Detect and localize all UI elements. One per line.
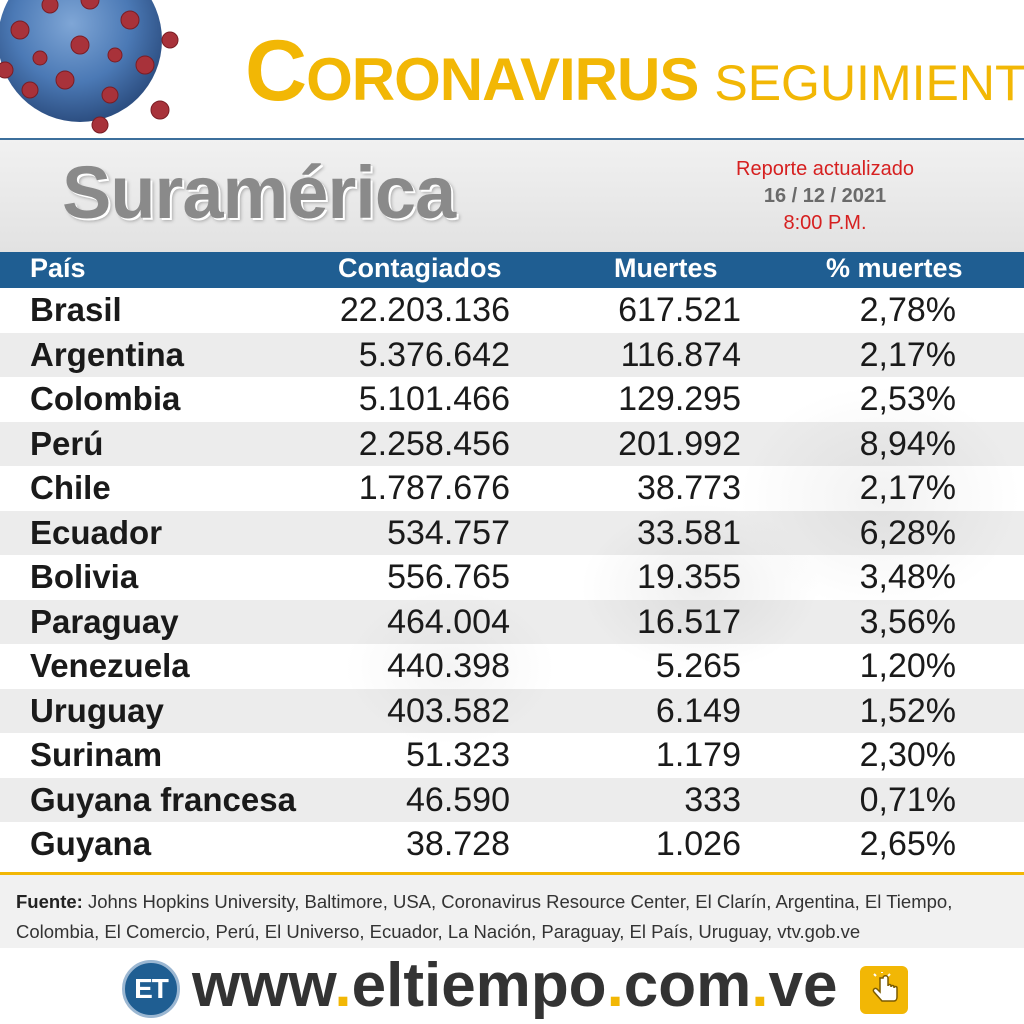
contagiados-value: 1.787.676: [358, 469, 510, 507]
country-name: Uruguay: [30, 691, 164, 729]
header: CORONAVIRUS SEGUIMIENTO: [0, 0, 1024, 138]
et-logo: ET: [122, 960, 180, 1018]
pct-muertes-value: 1,20%: [859, 647, 956, 685]
muertes-value: 6.149: [655, 691, 741, 730]
source-note: Fuente: Johns Hopkins University, Baltim…: [0, 872, 1024, 948]
table-row: Brasil 22.203.136 617.521 2,78%: [0, 288, 1024, 333]
pct-muertes-value: 2,30%: [859, 736, 956, 774]
source-text: Johns Hopkins University, Baltimore, USA…: [16, 891, 953, 942]
muertes-value: 33.581: [637, 513, 741, 552]
column-header-contagiados: Contagiados: [338, 253, 502, 283]
title-rest: ORONAVIRUS: [306, 46, 699, 113]
country-name: Paraguay: [30, 602, 179, 640]
table-row: Paraguay 464.004 16.517 3,56%: [0, 599, 1024, 644]
table-row: Argentina 5.376.642 116.874 2,17%: [0, 332, 1024, 377]
pct-muertes-value: 2,78%: [859, 291, 956, 329]
title-first-letter: C: [245, 23, 307, 119]
url-dot: .: [606, 951, 624, 1020]
table-row: Bolivia 556.765 19.355 3,48%: [0, 555, 1024, 600]
table-row: Perú 2.258.456 201.992 8,94%: [0, 421, 1024, 466]
column-header-pais: País: [30, 253, 86, 283]
pct-muertes-value: 8,94%: [859, 424, 956, 463]
contagiados-value: 440.398: [387, 647, 510, 685]
contagiados-value: 5.376.642: [358, 335, 510, 374]
muertes-value: 617.521: [618, 291, 741, 329]
muertes-value: 201.992: [618, 424, 741, 463]
table-row: Guyana francesa 46.590 333 0,71%: [0, 777, 1024, 822]
url-dot: .: [334, 951, 352, 1020]
region-banner: Suramérica Reporte actualizado 16 / 12 /…: [0, 138, 1024, 252]
country-name: Argentina: [30, 335, 185, 373]
title-second: SEGUIMIENTO: [714, 55, 1024, 111]
region-name: Suramérica: [62, 151, 456, 234]
contagiados-value: 46.590: [406, 780, 510, 819]
table-row: Surinam 51.323 1.179 2,30%: [0, 733, 1024, 778]
contagiados-value: 51.323: [406, 736, 510, 774]
muertes-value: 38.773: [637, 469, 741, 507]
table-row: Venezuela 440.398 5.265 1,20%: [0, 644, 1024, 689]
website-url[interactable]: www.eltiempo.com.ve: [192, 950, 837, 1021]
url-part: eltiempo: [351, 951, 607, 1020]
contagiados-value: 5.101.466: [358, 380, 510, 418]
country-name: Venezuela: [30, 647, 190, 684]
stats-table: País Contagiados Muertes % muertes Brasi…: [0, 252, 1024, 867]
website-banner: ET www.eltiempo.com.ve: [0, 948, 1024, 1024]
contagiados-value: 2.258.456: [358, 424, 510, 463]
country-name: Surinam: [30, 736, 163, 773]
url-part: ve: [768, 951, 838, 1020]
report-info: Reporte actualizado 16 / 12 / 2021 8:00 …: [700, 156, 950, 237]
pct-muertes-value: 1,52%: [859, 691, 956, 730]
muertes-value: 5.265: [655, 647, 741, 685]
contagiados-value: 556.765: [387, 558, 510, 596]
contagiados-value: 403.582: [387, 691, 510, 730]
contagiados-value: 534.757: [387, 513, 510, 552]
contagiados-value: 38.728: [406, 825, 510, 863]
table-row: Uruguay 403.582 6.149 1,52%: [0, 688, 1024, 733]
country-name: Chile: [30, 469, 111, 506]
report-date: 16 / 12 / 2021: [763, 185, 887, 207]
table-row: Chile 1.787.676 38.773 2,17%: [0, 466, 1024, 511]
muertes-value: 116.874: [620, 335, 741, 374]
country-name: Brasil: [30, 291, 122, 328]
pct-muertes-value: 3,48%: [859, 558, 956, 596]
country-name: Colombia: [30, 380, 181, 417]
coronavirus-icon: [0, 0, 179, 134]
pct-muertes-value: 2,53%: [859, 380, 956, 418]
url-part: com: [623, 951, 752, 1020]
pct-muertes-value: 6,28%: [859, 513, 956, 552]
table-row: Ecuador 534.757 33.581 6,28%: [0, 510, 1024, 555]
muertes-value: 129.295: [618, 380, 741, 418]
pct-muertes-value: 0,71%: [859, 780, 956, 819]
country-name: Perú: [30, 424, 104, 462]
muertes-value: 16.517: [637, 602, 741, 641]
column-header-pct-muertes: % muertes: [826, 253, 963, 283]
country-name: Bolivia: [30, 558, 139, 595]
source-label: Fuente:: [16, 891, 83, 912]
pct-muertes-value: 3,56%: [859, 602, 956, 641]
contagiados-value: 22.203.136: [339, 291, 510, 329]
table-row: Colombia 5.101.466 129.295 2,53%: [0, 377, 1024, 422]
main-title: CORONAVIRUS SEGUIMIENTO: [245, 22, 1024, 119]
table-body: Brasil 22.203.136 617.521 2,78% Argentina 5.3…: [0, 288, 1024, 867]
muertes-value: 1.026: [655, 825, 741, 863]
url-part: www: [192, 951, 335, 1020]
country-name: Guyana: [30, 825, 152, 862]
pct-muertes-value: 2,65%: [859, 825, 956, 863]
pct-muertes-value: 2,17%: [859, 469, 956, 507]
muertes-value: 1.179: [655, 736, 741, 774]
report-label: Reporte actualizado: [736, 158, 914, 180]
column-header-muertes: Muertes: [614, 253, 718, 283]
report-time: 8:00 P.M.: [783, 212, 867, 234]
muertes-value: 333: [684, 780, 741, 819]
pct-muertes-value: 2,17%: [859, 335, 956, 374]
pointer-hand-icon: [860, 966, 908, 1014]
contagiados-value: 464.004: [387, 602, 510, 641]
url-dot: .: [751, 951, 769, 1020]
table-header: País Contagiados Muertes % muertes: [0, 252, 1024, 288]
country-name: Guyana francesa: [30, 780, 296, 818]
country-name: Ecuador: [30, 513, 163, 551]
muertes-value: 19.355: [637, 558, 741, 596]
table-row: Guyana 38.728 1.026 2,65%: [0, 822, 1024, 867]
